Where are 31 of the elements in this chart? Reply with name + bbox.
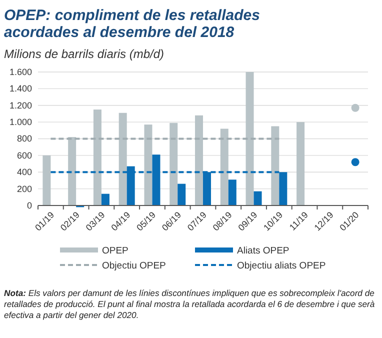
y-tick-label: 400 xyxy=(16,167,32,178)
bar xyxy=(195,115,203,206)
y-tick-label: 200 xyxy=(16,184,32,194)
bar xyxy=(42,155,51,206)
bar xyxy=(93,110,102,206)
bar xyxy=(170,122,178,206)
y-tick-label: 0 xyxy=(26,200,32,210)
y-tick-label: 800 xyxy=(16,134,32,144)
legend-label: Objectiu OPEP xyxy=(102,260,166,272)
text: Nota: Els valors per damunt de les línies discontínues impliquen que es sobrecompleix l'acord de retallades de producció. El punt al final mostra la retallada acordarda el 6 de desembre i que serà efectiva a partir del gener del 2020. xyxy=(4,288,376,321)
bar xyxy=(68,137,76,206)
legend-label: Aliats OPEP xyxy=(237,246,290,256)
chart-subtitle: Milions de barrils diaris (mb/d) xyxy=(4,47,164,61)
y-tick-label: 1.400 xyxy=(9,84,32,94)
y-tick-label: 1.600 xyxy=(9,67,32,77)
y-tick-label: 1.000 xyxy=(9,117,32,128)
bar xyxy=(118,112,127,206)
bar xyxy=(220,128,228,206)
chart-title: OPEP: compliment de les retallades acordades al desembre del 2018 xyxy=(4,7,260,41)
legend-label: Objectiu aliats OPEP xyxy=(237,260,326,272)
bar xyxy=(296,122,305,206)
bar xyxy=(101,194,110,206)
y-tick-label: 600 xyxy=(16,150,32,160)
bar xyxy=(271,126,280,206)
bar xyxy=(246,72,254,206)
bar xyxy=(228,180,236,206)
legend-label: OPEP xyxy=(102,246,128,256)
bar xyxy=(178,184,186,206)
bar xyxy=(254,191,262,206)
bar xyxy=(144,124,152,206)
y-tick-label: 1.200 xyxy=(9,100,32,110)
